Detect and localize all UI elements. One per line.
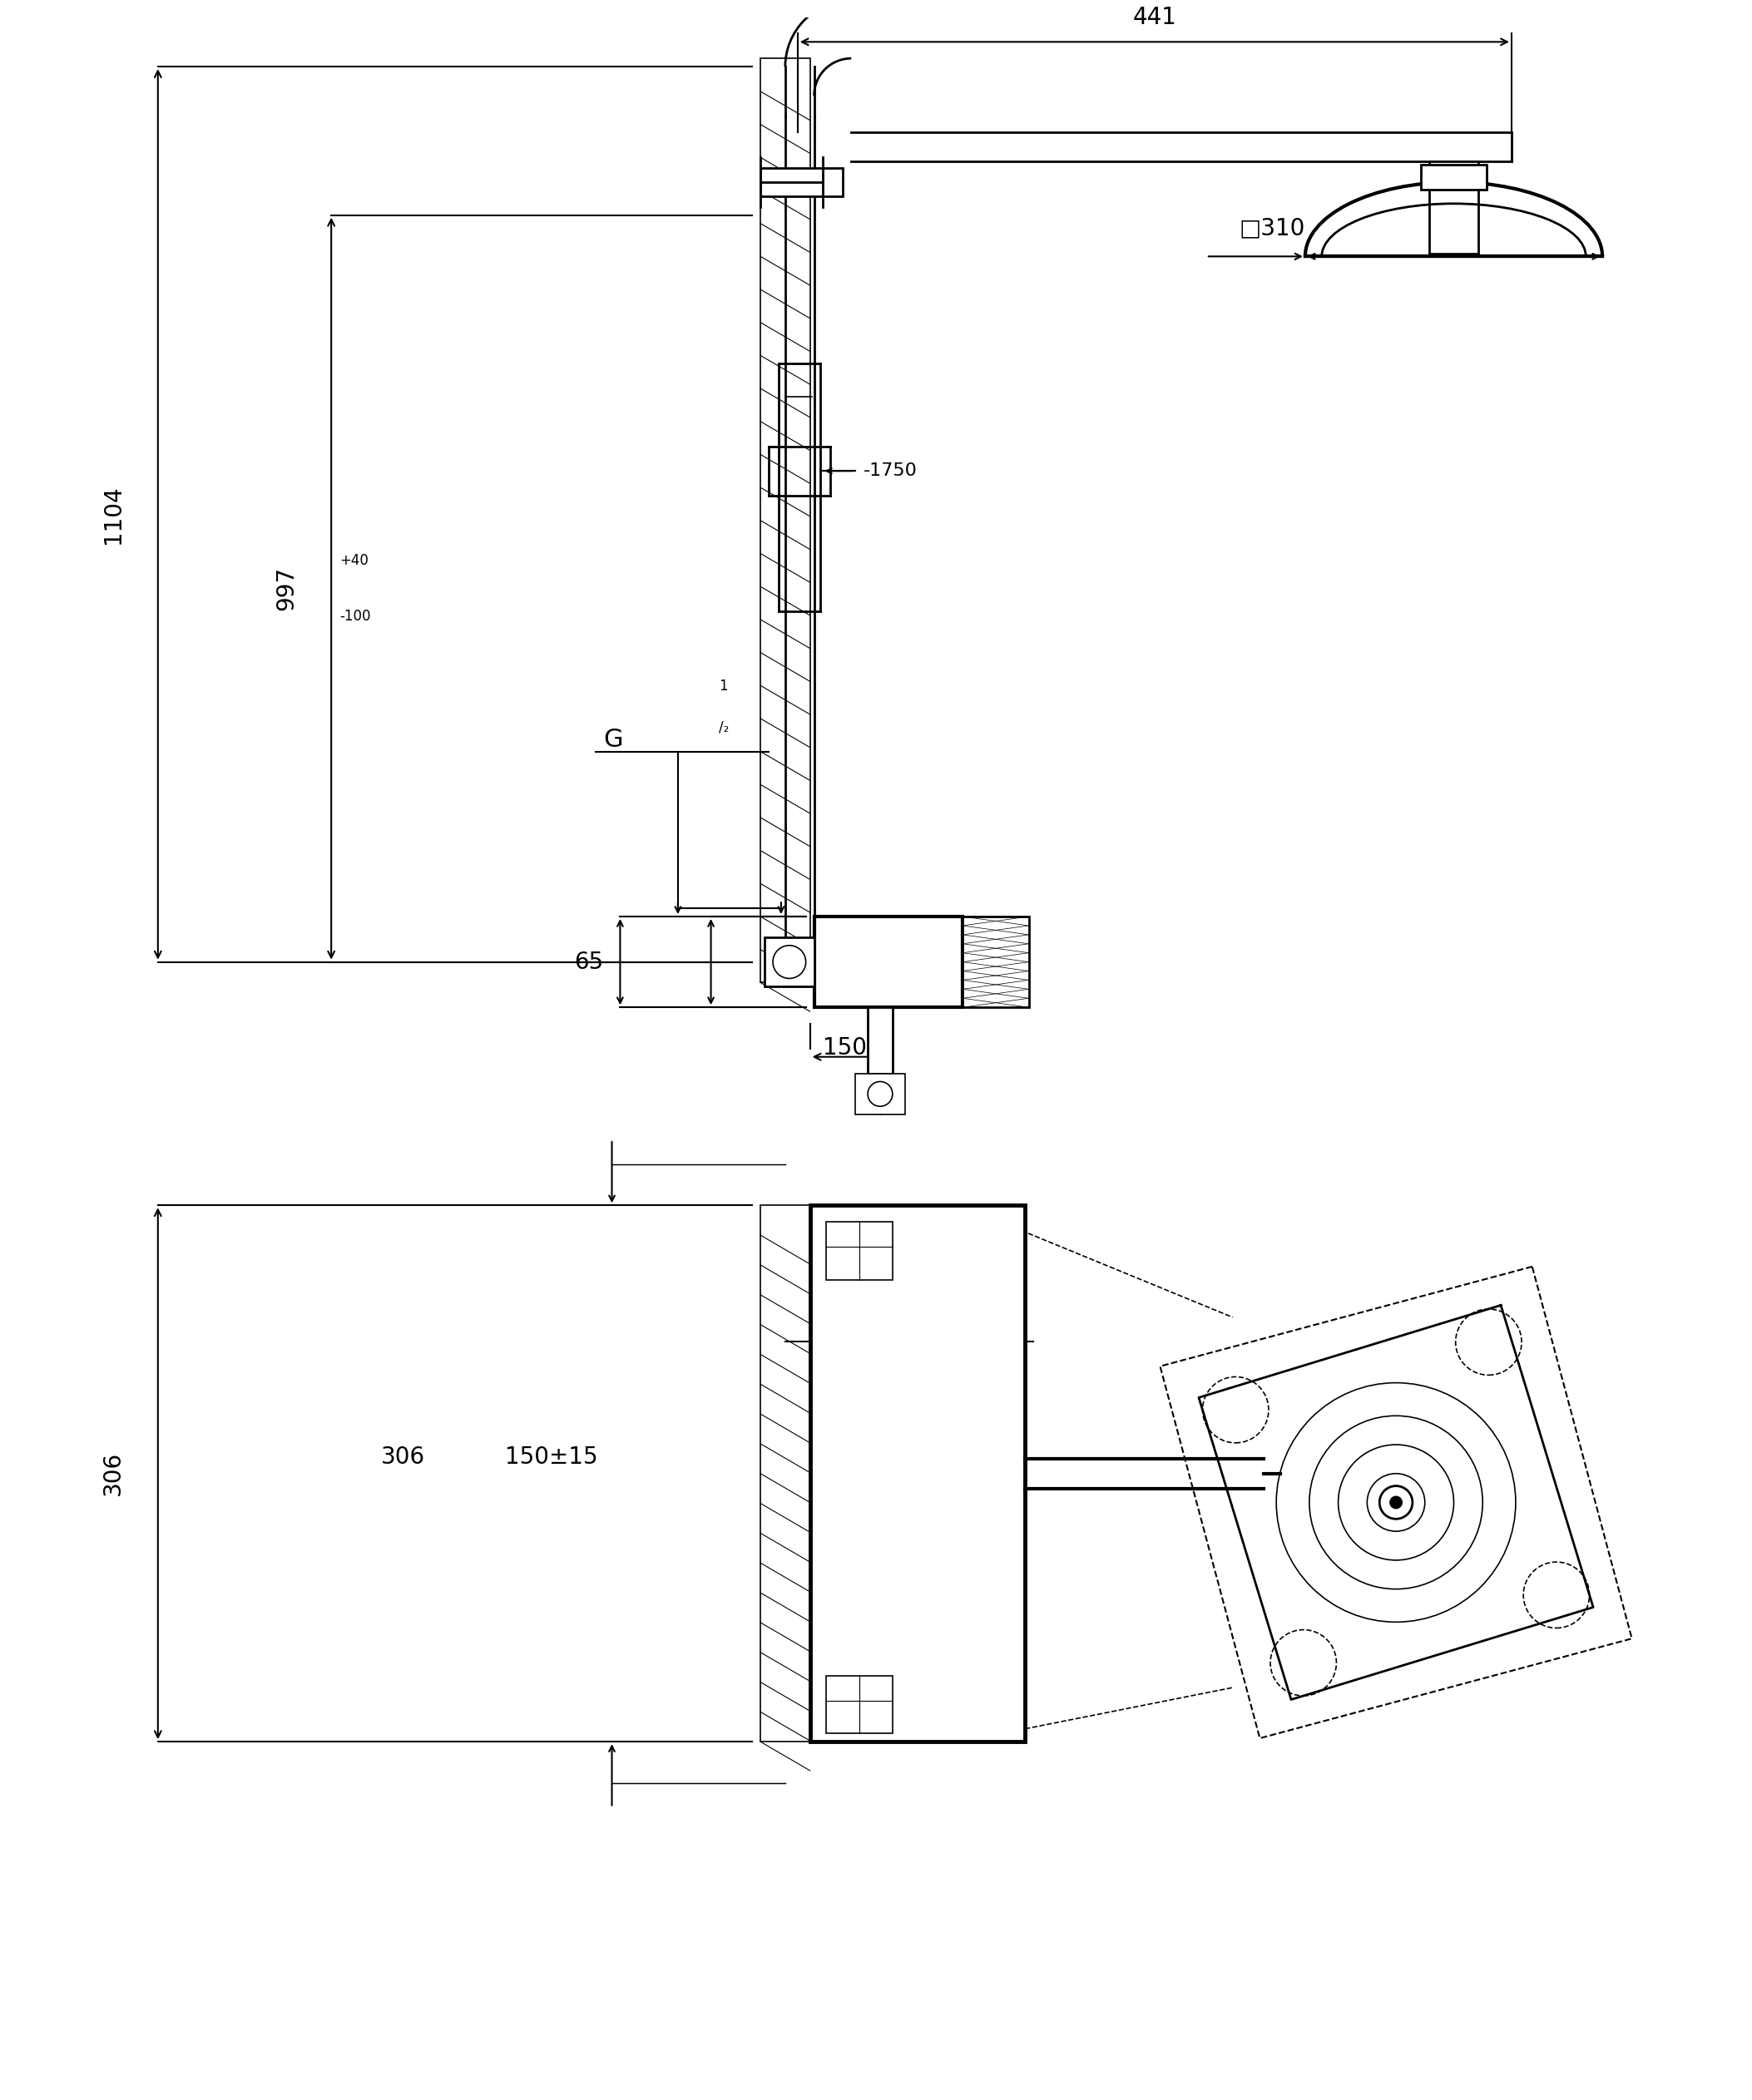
Circle shape: [1379, 1487, 1412, 1518]
Text: 150±15: 150±15: [880, 1312, 955, 1329]
Bar: [827, 1676, 892, 1732]
Bar: [827, 1222, 892, 1279]
Bar: [962, 916, 1028, 1008]
Bar: [764, 937, 815, 987]
Bar: [760, 168, 843, 197]
Bar: [760, 59, 809, 983]
Text: □310: □310: [1239, 216, 1305, 239]
Text: 306: 306: [380, 1445, 426, 1468]
Circle shape: [867, 1082, 892, 1107]
Bar: [1421, 164, 1487, 189]
Text: 65: 65: [575, 951, 604, 974]
Text: -1750: -1750: [864, 462, 918, 479]
Text: -100: -100: [340, 609, 371, 624]
Circle shape: [1389, 1495, 1403, 1510]
Bar: [867, 1008, 892, 1073]
Text: 150±15: 150±15: [505, 1445, 597, 1468]
Text: G: G: [604, 727, 624, 752]
Bar: [809, 1205, 1025, 1741]
Bar: [760, 1205, 809, 1741]
Text: 150: 150: [823, 1035, 867, 1060]
Bar: [1430, 162, 1479, 254]
Text: 306: 306: [102, 1451, 124, 1495]
Text: 1: 1: [718, 678, 729, 693]
Bar: [855, 1073, 904, 1115]
Text: 1104: 1104: [102, 485, 124, 544]
Circle shape: [773, 945, 806, 979]
Text: 997: 997: [275, 567, 298, 611]
Text: 441: 441: [1132, 6, 1177, 29]
Bar: [815, 916, 962, 1008]
Text: /₂: /₂: [718, 720, 729, 735]
Text: +40: +40: [340, 552, 368, 567]
